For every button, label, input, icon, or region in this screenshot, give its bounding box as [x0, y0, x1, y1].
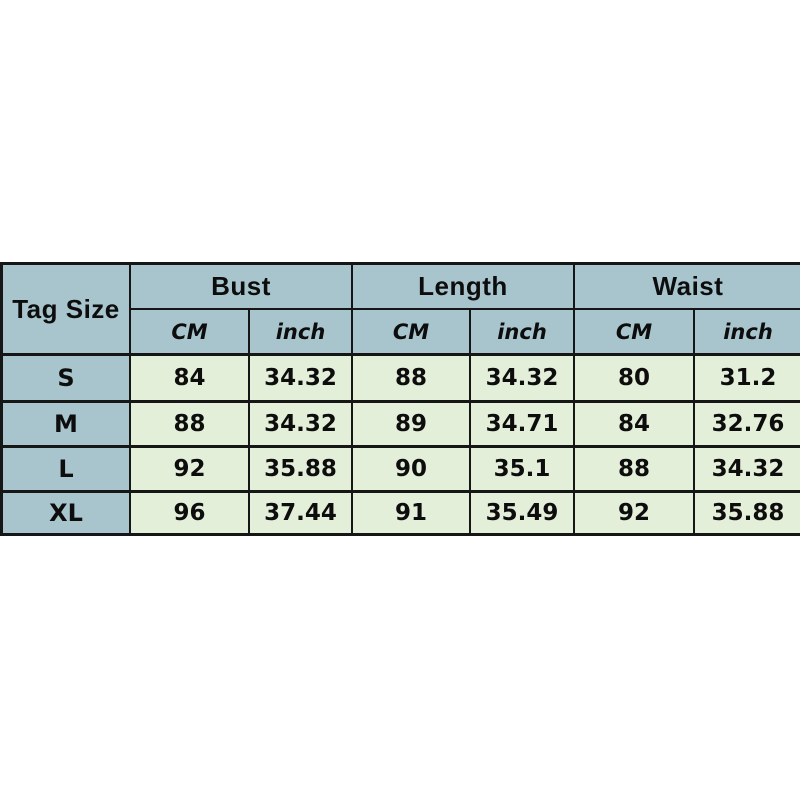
value-m-bust-cm: 88 — [131, 403, 250, 448]
value-l-waist-cm: 88 — [575, 448, 695, 493]
value-l-length-cm: 90 — [353, 448, 471, 493]
value-m-length-cm: 89 — [353, 403, 471, 448]
value-l-waist-inch: 34.32 — [695, 448, 800, 493]
subheader-length-cm: CM — [353, 310, 471, 356]
corner-header-tag-size: Tag Size — [3, 265, 131, 356]
value-s-waist-cm: 80 — [575, 356, 695, 403]
value-xl-bust-cm: 96 — [131, 493, 250, 536]
value-xl-waist-cm: 92 — [575, 493, 695, 536]
subheader-bust-inch: inch — [250, 310, 353, 356]
value-m-waist-inch: 32.76 — [695, 403, 800, 448]
size-label-xl: XL — [3, 493, 131, 536]
size-label-s: S — [3, 356, 131, 403]
value-m-bust-inch: 34.32 — [250, 403, 353, 448]
subheader-waist-cm: CM — [575, 310, 695, 356]
value-s-length-inch: 34.32 — [471, 356, 575, 403]
value-l-bust-inch: 35.88 — [250, 448, 353, 493]
subheader-waist-inch: inch — [695, 310, 800, 356]
value-l-length-inch: 35.1 — [471, 448, 575, 493]
value-s-length-cm: 88 — [353, 356, 471, 403]
value-xl-waist-inch: 35.88 — [695, 493, 800, 536]
header-length: Length — [353, 265, 575, 310]
value-s-bust-inch: 34.32 — [250, 356, 353, 403]
size-label-l: L — [3, 448, 131, 493]
subheader-length-inch: inch — [471, 310, 575, 356]
value-m-length-inch: 34.71 — [471, 403, 575, 448]
value-l-bust-cm: 92 — [131, 448, 250, 493]
value-s-waist-inch: 31.2 — [695, 356, 800, 403]
value-m-waist-cm: 84 — [575, 403, 695, 448]
value-xl-length-cm: 91 — [353, 493, 471, 536]
header-bust: Bust — [131, 265, 353, 310]
subheader-bust-cm: CM — [131, 310, 250, 356]
value-s-bust-cm: 84 — [131, 356, 250, 403]
value-xl-length-inch: 35.49 — [471, 493, 575, 536]
size-chart-table: Tag Size Bust Length Waist CM inch CM in… — [0, 262, 800, 536]
value-xl-bust-inch: 37.44 — [250, 493, 353, 536]
size-label-m: M — [3, 403, 131, 448]
header-waist: Waist — [575, 265, 800, 310]
